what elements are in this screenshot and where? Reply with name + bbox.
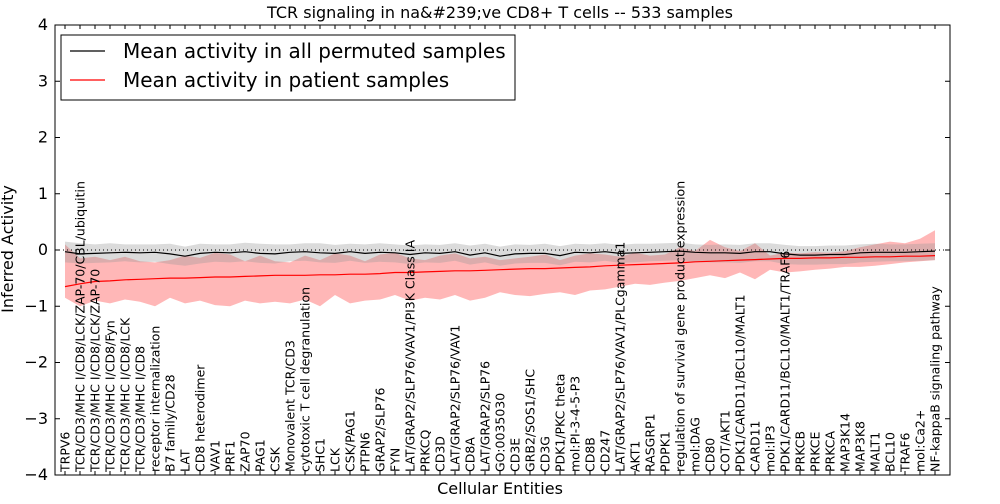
x-tick-label: PRKCB [793,431,808,472]
x-tick-label: SHC1 [313,438,328,472]
legend-label-patient: Mean activity in patient samples [123,68,449,92]
x-tick-label: Monovalent TCR/CD3 [283,340,298,472]
y-tick-label: 3 [38,71,48,90]
x-tick-label: GO:0035030 [493,393,508,472]
x-tick-label: BCL10 [883,432,898,472]
patient-activity-band [65,230,935,307]
x-tick-label: regulation of survival gene product expr… [673,181,688,472]
x-tick-label: LAT/GRAP2/SLP76/VAV1/PI3K Class IA [403,240,418,472]
x-tick-label: CD8A [463,437,478,472]
x-tick-label: CD3G [538,436,553,472]
x-tick-label: LAT/GRAP2/SLP76/VAV1/PLCgamma1 [613,242,628,472]
patient-mean-line [64,255,936,288]
x-tick-label: mol:PI-3-4-5-P3 [568,376,583,472]
legend-box [60,34,516,101]
y-tick-label: −2 [24,353,48,372]
x-tick-label: LAT/GRAP2/SLP76/VAV1 [448,325,463,472]
x-tick-label: GRB2/SOS1/SHC [523,369,538,472]
x-tick-label: receptor internalization [148,326,163,472]
x-tick-label: cytotoxic T cell degranulation [298,287,313,472]
x-tick-label: PAG1 [253,439,268,472]
y-axis-label: Inferred Activity [0,185,17,313]
x-tick-label: CARD11 [748,421,763,473]
legend: Mean activity in all permuted samples Me… [60,34,516,101]
x-tick-label: TRPV6 [58,432,73,473]
x-tick-label: TCR/CD3/MHC I/CD8/LCK/ZAP-70/CBL/ubiquit… [73,181,88,473]
x-tick-label: CD247 [598,430,613,472]
permuted-mean-line [64,250,936,257]
x-tick-label: PDPK1 [658,431,673,472]
x-tick-label: PTPN6 [358,432,373,472]
legend-label-permuted: Mean activity in all permuted samples [123,39,506,63]
x-tick-label: NF-kappaB signaling pathway [928,286,943,472]
x-tick-label: TCR/CD3/MHC I/CD8/LCK [118,317,133,473]
x-tick-label: CD3D [433,436,448,472]
x-tick-label: GRAP2/SLP76 [373,387,388,472]
chart-title: TCR signaling in na&#239;ve CD8+ T cells… [266,3,733,22]
y-tick-label: 0 [38,240,48,259]
x-tick-label: PRKCE [808,432,823,472]
x-tick-label: MAP3K8 [853,421,868,472]
y-tick-label: −3 [24,409,48,428]
x-tick-label: TCR/CD3/MHC I/CD8/Fyn [103,320,118,473]
x-tick-label: mol:IP3 [763,425,778,472]
y-tick-label: −4 [24,465,48,484]
x-tick-label: TRAF6 [898,432,913,473]
x-tick-label: TCR/CD3/MHC I/CD8 [133,346,148,473]
x-tick-label: mol:Ca2+ [913,410,928,472]
x-tick-label: PRKCQ [418,430,433,472]
x-tick-label: LCK [328,447,343,472]
x-tick-label: PDK1/CARD11/BCL10/MALT1/TRAF6 [778,251,793,472]
x-tick-label: CSK [268,446,283,472]
x-tick-label: mol:DAG [688,417,703,472]
x-tick-label: MAP3K14 [838,413,853,472]
y-tick-label: 2 [38,128,48,147]
x-tick-label: PDK1/PKC theta [553,374,568,472]
x-tick-label: RASGRP1 [643,413,658,472]
x-tick-label: FYN [388,448,403,472]
y-tick-label: 1 [38,184,48,203]
x-tick-label: CD8 heterodimer [193,364,208,472]
x-tick-label: PRF1 [223,441,238,472]
x-tick-label: AKT1 [628,441,643,472]
x-tick-label: CD80 [703,438,718,472]
x-tick-label: PRKCA [823,431,838,472]
x-tick-label: TCR/CD3/MHC I/CD8/LCK/ZAP-70 [88,269,103,473]
permuted-activity-band [65,241,935,266]
x-tick-label: CD8B [583,437,598,472]
x-tick-label: LAT [178,449,193,472]
y-tick-label: −1 [24,296,48,315]
x-tick-label: B7 family/CD28 [163,374,178,472]
x-tick-label: MALT1 [868,432,883,472]
x-tick-label: COT/AKT1 [718,410,733,472]
x-tick-label: CD3E [508,438,523,472]
y-tick-label: 4 [38,15,48,34]
x-tick-label: CSK/PAG1 [343,410,358,472]
x-tick-label: ZAP70 [238,431,253,472]
x-tick-label: PDK1/CARD11/BCL10/MALT1 [733,294,748,472]
x-tick-label: VAV1 [208,440,223,472]
x-tick-label: LAT/GRAP2/SLP76 [478,361,493,472]
x-axis-label: Cellular Entities [437,479,563,498]
